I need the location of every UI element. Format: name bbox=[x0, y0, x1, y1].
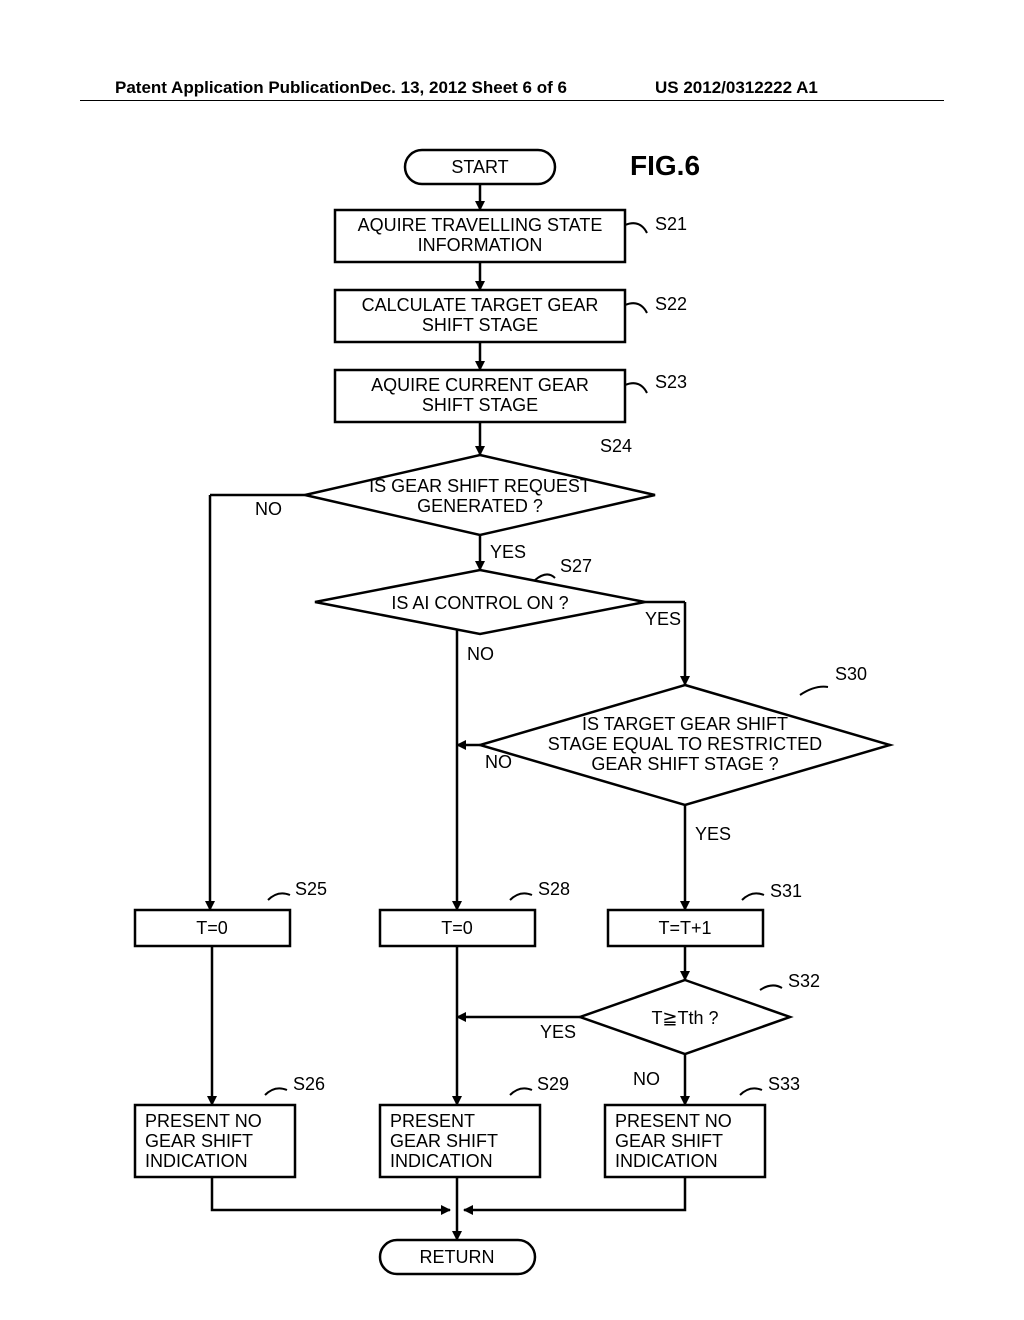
header-right: US 2012/0312222 A1 bbox=[655, 78, 818, 98]
step-s33: PRESENT NO GEAR SHIFT INDICATION bbox=[605, 1105, 765, 1177]
leader bbox=[625, 383, 647, 393]
step-s29: PRESENT GEAR SHIFT INDICATION bbox=[380, 1105, 540, 1177]
leader bbox=[625, 303, 647, 313]
leader bbox=[625, 223, 647, 233]
s31-text: T=T+1 bbox=[658, 918, 711, 938]
step-s25: T=0 bbox=[135, 910, 290, 946]
svg-text:SHIFT STAGE: SHIFT STAGE bbox=[422, 395, 538, 415]
s30-label: S30 bbox=[835, 664, 867, 684]
leader bbox=[742, 893, 764, 900]
s29-l3: INDICATION bbox=[390, 1151, 493, 1171]
edge bbox=[212, 1177, 450, 1210]
s27-no: NO bbox=[467, 644, 494, 664]
leader bbox=[800, 687, 828, 695]
step-s28: T=0 bbox=[380, 910, 535, 946]
s26-l1: PRESENT NO bbox=[145, 1111, 262, 1131]
s26-l3: INDICATION bbox=[145, 1151, 248, 1171]
s23-label: S23 bbox=[655, 372, 687, 392]
leader bbox=[740, 1088, 762, 1095]
leader bbox=[760, 985, 782, 990]
return-terminal: RETURN bbox=[380, 1240, 535, 1274]
s27-yes: YES bbox=[645, 609, 681, 629]
s25-text: T=0 bbox=[196, 918, 228, 938]
svg-text:SHIFT STAGE: SHIFT STAGE bbox=[422, 315, 538, 335]
s24-no: NO bbox=[255, 499, 282, 519]
s24-yes: YES bbox=[490, 542, 526, 562]
s29-label: S29 bbox=[537, 1074, 569, 1094]
s32-yes: YES bbox=[540, 1022, 576, 1042]
s27-text: IS AI CONTROL ON ? bbox=[391, 593, 568, 613]
s32-label: S32 bbox=[788, 971, 820, 991]
s32-text: T≧Tth ? bbox=[651, 1008, 718, 1028]
step-s22: CALCULATE TARGET GEAR SHIFT STAGE bbox=[335, 290, 625, 342]
page: Patent Application Publication Dec. 13, … bbox=[0, 0, 1024, 1320]
s33-l1: PRESENT NO bbox=[615, 1111, 732, 1131]
svg-text:IS GEAR SHIFT REQUEST: IS GEAR SHIFT REQUEST bbox=[369, 476, 591, 496]
leader bbox=[510, 893, 532, 900]
s26-l2: GEAR SHIFT bbox=[145, 1131, 253, 1151]
svg-text:GENERATED ?: GENERATED ? bbox=[417, 496, 543, 516]
s30-yes: YES bbox=[695, 824, 731, 844]
s27-label: S27 bbox=[560, 556, 592, 576]
s26-label: S26 bbox=[293, 1074, 325, 1094]
s21-label: S21 bbox=[655, 214, 687, 234]
decision-s27: IS AI CONTROL ON ? bbox=[315, 570, 645, 634]
decision-s32: T≧Tth ? bbox=[580, 980, 790, 1054]
step-s26: PRESENT NO GEAR SHIFT INDICATION bbox=[135, 1105, 295, 1177]
s29-l1: PRESENT bbox=[390, 1111, 475, 1131]
figure-title: FIG.6 bbox=[630, 150, 700, 181]
s28-text: T=0 bbox=[441, 918, 473, 938]
leader bbox=[535, 574, 555, 580]
step-s21: AQUIRE TRAVELLING STATE INFORMATION bbox=[335, 210, 625, 262]
s33-l2: GEAR SHIFT bbox=[615, 1131, 723, 1151]
s33-label: S33 bbox=[768, 1074, 800, 1094]
s30-no: NO bbox=[485, 752, 512, 772]
s24-label: S24 bbox=[600, 436, 632, 456]
s33-l3: INDICATION bbox=[615, 1151, 718, 1171]
s29-l2: GEAR SHIFT bbox=[390, 1131, 498, 1151]
leader bbox=[265, 1088, 287, 1095]
leader bbox=[510, 1088, 532, 1095]
s25-label: S25 bbox=[295, 879, 327, 899]
step-s23: AQUIRE CURRENT GEAR SHIFT STAGE bbox=[335, 370, 625, 422]
s30-l2: STAGE EQUAL TO RESTRICTED bbox=[548, 734, 822, 754]
decision-s24: IS GEAR SHIFT REQUEST GENERATED ? bbox=[305, 455, 655, 535]
start-terminal: START bbox=[405, 150, 555, 184]
s28-label: S28 bbox=[538, 879, 570, 899]
header-mid: Dec. 13, 2012 Sheet 6 of 6 bbox=[360, 78, 567, 98]
header-left: Patent Application Publication bbox=[115, 78, 360, 98]
s22-label: S22 bbox=[655, 294, 687, 314]
svg-text:INFORMATION: INFORMATION bbox=[418, 235, 543, 255]
svg-text:AQUIRE TRAVELLING STATE: AQUIRE TRAVELLING STATE bbox=[358, 215, 603, 235]
leader bbox=[268, 893, 290, 900]
start-label: START bbox=[451, 157, 508, 177]
s30-l1: IS TARGET GEAR SHIFT bbox=[582, 714, 788, 734]
s30-l3: GEAR SHIFT STAGE ? bbox=[591, 754, 778, 774]
header-rule bbox=[80, 100, 944, 101]
step-s31: T=T+1 bbox=[608, 910, 763, 946]
edge bbox=[464, 1177, 685, 1210]
s32-no: NO bbox=[633, 1069, 660, 1089]
svg-text:AQUIRE CURRENT GEAR: AQUIRE CURRENT GEAR bbox=[371, 375, 589, 395]
flowchart: FIG.6 START AQUIRE TRAVELLING STATE INFO… bbox=[100, 140, 920, 1290]
decision-s30: IS TARGET GEAR SHIFT STAGE EQUAL TO REST… bbox=[480, 685, 890, 805]
return-label: RETURN bbox=[420, 1247, 495, 1267]
s31-label: S31 bbox=[770, 881, 802, 901]
svg-text:CALCULATE TARGET GEAR: CALCULATE TARGET GEAR bbox=[362, 295, 599, 315]
